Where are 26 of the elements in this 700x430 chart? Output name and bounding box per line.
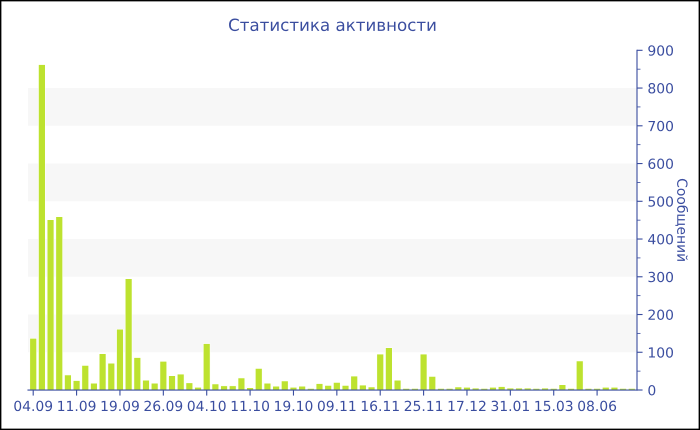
y-axis-title: Сообщений xyxy=(675,178,688,261)
x-tick-label: 16.11 xyxy=(362,400,399,412)
y-tick-label: 500 xyxy=(648,196,674,207)
x-tick-label: 04.09 xyxy=(14,400,52,412)
y-tick-label: 800 xyxy=(648,83,674,94)
x-tick-label: 11.10 xyxy=(232,400,270,412)
x-tick-label: 08.06 xyxy=(578,400,616,412)
chart-title: Статистика активности xyxy=(229,18,436,32)
y-tick-label: 300 xyxy=(648,272,674,282)
x-tick-label: 09.11 xyxy=(318,400,356,412)
y-tick-label: 400 xyxy=(648,234,674,245)
x-tick-label: 17.12 xyxy=(448,400,486,411)
x-tick-label: 31.01 xyxy=(492,400,529,412)
y-tick-label: 200 xyxy=(648,309,674,320)
y-tick-label: 0 xyxy=(648,384,656,396)
x-tick-label: 04.10 xyxy=(188,400,226,412)
x-tick-label: 19.09 xyxy=(102,400,139,412)
x-tick-label: 26.09 xyxy=(144,400,182,412)
x-tick-label: 15.03 xyxy=(535,400,572,412)
x-tick-label: 11.09 xyxy=(58,400,96,412)
x-tick-label: 25.11 xyxy=(404,400,442,412)
y-tick-label: 900 xyxy=(648,45,674,56)
y-tick-label: 600 xyxy=(648,158,674,170)
x-tick-label: 19.10 xyxy=(275,400,312,412)
y-tick-label: 700 xyxy=(648,120,674,132)
y-tick-label: 100 xyxy=(648,347,674,358)
